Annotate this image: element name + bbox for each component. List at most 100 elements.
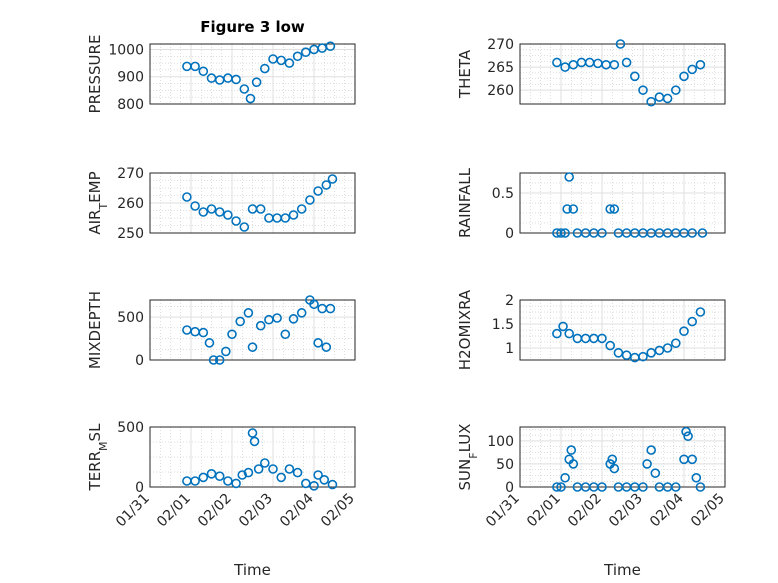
axes-box bbox=[149, 172, 356, 234]
data-point bbox=[247, 342, 258, 352]
y-tick-label: 1 bbox=[505, 341, 514, 357]
data-point bbox=[683, 431, 693, 442]
data-point bbox=[245, 93, 256, 104]
data-point bbox=[276, 55, 287, 66]
data-point bbox=[670, 85, 681, 95]
data-point bbox=[296, 204, 307, 214]
data-point bbox=[313, 186, 323, 196]
data-point bbox=[558, 321, 568, 332]
data-point bbox=[190, 61, 200, 72]
data-point bbox=[687, 454, 698, 465]
x-tick-label: 02/04 bbox=[647, 490, 687, 530]
data-point bbox=[292, 467, 303, 478]
data-point bbox=[638, 85, 648, 95]
data-point bbox=[292, 51, 303, 62]
data-point bbox=[670, 338, 681, 349]
data-point bbox=[552, 482, 562, 492]
data-point bbox=[629, 71, 640, 82]
x-tick-label: 02/02 bbox=[195, 491, 235, 531]
data-point bbox=[272, 313, 282, 323]
data-point bbox=[695, 307, 706, 317]
data-point bbox=[198, 207, 209, 217]
data-point bbox=[243, 308, 254, 318]
data-point bbox=[687, 228, 698, 238]
x-tick-label: 01/31 bbox=[483, 491, 523, 531]
y-axis-label: SUNFLUX bbox=[456, 424, 480, 491]
data-point bbox=[284, 58, 295, 68]
data-point bbox=[206, 204, 217, 214]
axes-box bbox=[519, 299, 726, 361]
data-point bbox=[223, 476, 233, 486]
data-point bbox=[214, 355, 225, 365]
data-point bbox=[697, 228, 708, 238]
subplot-h2omixra: 1 1.5 2 H2OMIXRA bbox=[456, 289, 726, 370]
data-point bbox=[597, 228, 607, 238]
data-point bbox=[253, 464, 264, 474]
data-point bbox=[255, 204, 266, 214]
y-axis-label: TERRMSL bbox=[86, 423, 110, 492]
data-point bbox=[605, 204, 616, 214]
data-point bbox=[313, 470, 323, 480]
data-point bbox=[638, 351, 648, 362]
data-point bbox=[609, 204, 620, 214]
data-point bbox=[280, 329, 291, 340]
data-point bbox=[679, 71, 689, 82]
data-point bbox=[597, 482, 607, 492]
figure-title: Figure 3 low bbox=[200, 18, 305, 36]
y-tick-label: 1000 bbox=[108, 42, 144, 58]
x-tick-label: 02/01 bbox=[154, 491, 194, 531]
data-point bbox=[231, 74, 241, 85]
data-point bbox=[560, 228, 570, 238]
data-point bbox=[325, 41, 336, 51]
data-point bbox=[221, 346, 231, 357]
data-point bbox=[259, 63, 270, 74]
data-point bbox=[296, 308, 307, 318]
subplot-theta: 260 265 270 THETA bbox=[456, 37, 726, 107]
data-point bbox=[198, 66, 209, 77]
data-point bbox=[321, 342, 332, 352]
data-point bbox=[646, 96, 657, 107]
data-point bbox=[319, 474, 330, 485]
subplot-air-temp: 250 260 270 AIRTEMP bbox=[86, 166, 356, 242]
data-point bbox=[646, 445, 657, 455]
data-point bbox=[609, 463, 620, 474]
subplot-rainfall: 0 0.5 RAINFALL bbox=[456, 167, 726, 242]
data-point bbox=[662, 343, 673, 353]
data-point bbox=[662, 93, 673, 104]
y-tick-label: 0 bbox=[135, 480, 144, 496]
data-point bbox=[566, 445, 577, 455]
data-point bbox=[305, 195, 315, 205]
data-point bbox=[564, 172, 575, 182]
y-tick-label: 500 bbox=[117, 420, 144, 436]
y-tick-label: 0 bbox=[505, 226, 514, 242]
data-point bbox=[280, 213, 291, 223]
data-point bbox=[654, 345, 665, 356]
data-point bbox=[695, 482, 706, 492]
data-point bbox=[562, 204, 572, 214]
axes-box bbox=[149, 43, 356, 105]
data-point bbox=[309, 480, 319, 491]
data-point bbox=[235, 316, 245, 327]
data-point bbox=[198, 327, 209, 338]
y-axis-label: MIXDEPTH bbox=[86, 291, 104, 369]
data-point bbox=[327, 479, 338, 490]
data-point bbox=[568, 204, 579, 214]
data-point bbox=[227, 329, 237, 340]
x-tick-label: 02/03 bbox=[606, 491, 646, 531]
y-tick-label: 265 bbox=[487, 60, 514, 76]
data-point bbox=[325, 303, 336, 314]
data-point bbox=[646, 347, 657, 358]
x-tick-label: 02/05 bbox=[318, 491, 358, 531]
data-point bbox=[231, 478, 241, 489]
y-axis-label: THETA bbox=[456, 49, 474, 99]
y-tick-label: 250 bbox=[117, 226, 144, 242]
data-point bbox=[243, 467, 254, 478]
data-point bbox=[204, 338, 215, 348]
data-point bbox=[190, 201, 200, 211]
y-tick-label: 100 bbox=[487, 434, 514, 450]
data-point bbox=[259, 458, 270, 468]
data-point bbox=[615, 39, 626, 49]
data-point bbox=[309, 299, 319, 310]
